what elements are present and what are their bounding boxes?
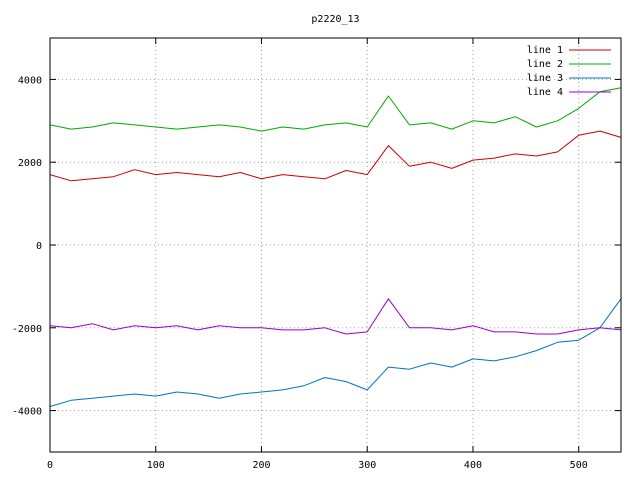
y-tick-label: 0 — [36, 241, 42, 252]
x-tick-label: 100 — [147, 460, 165, 471]
x-tick-label: 300 — [358, 460, 376, 471]
grid-layer — [50, 38, 621, 452]
y-tick-label: -2000 — [12, 324, 42, 335]
legend-label-2: line 2 — [527, 59, 563, 70]
legend-label-4: line 4 — [527, 87, 563, 98]
x-tick-label: 0 — [47, 460, 53, 471]
x-tick-label: 400 — [464, 460, 482, 471]
axis-layer: 0 100 200 300 400 500 -4000 -2000 0 2000 4000 — [12, 38, 621, 471]
x-tick-label: 500 — [570, 460, 588, 471]
legend-label-3: line 3 — [527, 73, 563, 84]
series-line-3 — [49, 298, 622, 407]
legend-label-1: line 1 — [527, 45, 563, 56]
series-line-4 — [49, 298, 622, 335]
series-line-1 — [49, 130, 622, 182]
y-tick-label: 2000 — [18, 158, 42, 169]
y-tick-label: 4000 — [18, 75, 42, 86]
series-layer — [49, 87, 622, 407]
x-tick-label: 200 — [252, 460, 270, 471]
y-tick-label: -4000 — [12, 407, 42, 418]
chart-title: p2220_13 — [311, 14, 359, 25]
series-line-2 — [49, 87, 622, 132]
legend: line 1 line 2 line 3 line 4 — [527, 45, 611, 98]
